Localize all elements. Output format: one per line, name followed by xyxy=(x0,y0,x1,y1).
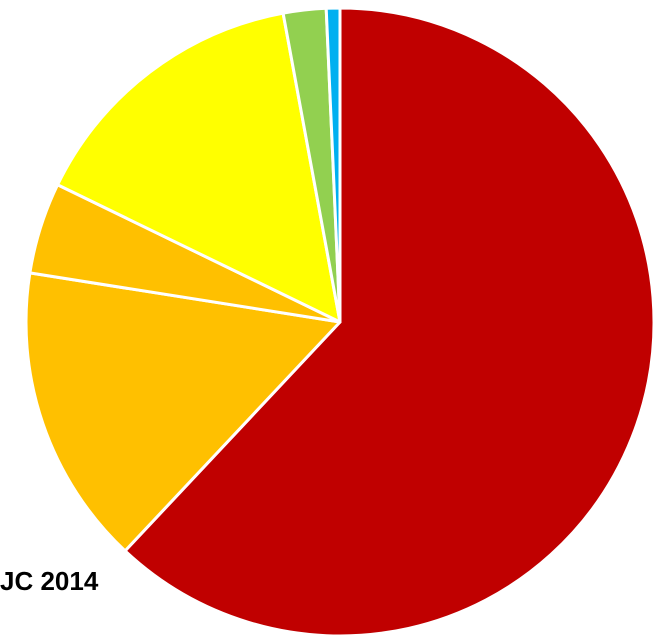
pie-slice-6 xyxy=(324,6,342,324)
pie-slice-4 xyxy=(56,11,342,324)
chart-label: JC 2014 xyxy=(0,566,99,596)
pie-slice-2 xyxy=(24,271,342,553)
pie-slice-1 xyxy=(123,6,653,636)
